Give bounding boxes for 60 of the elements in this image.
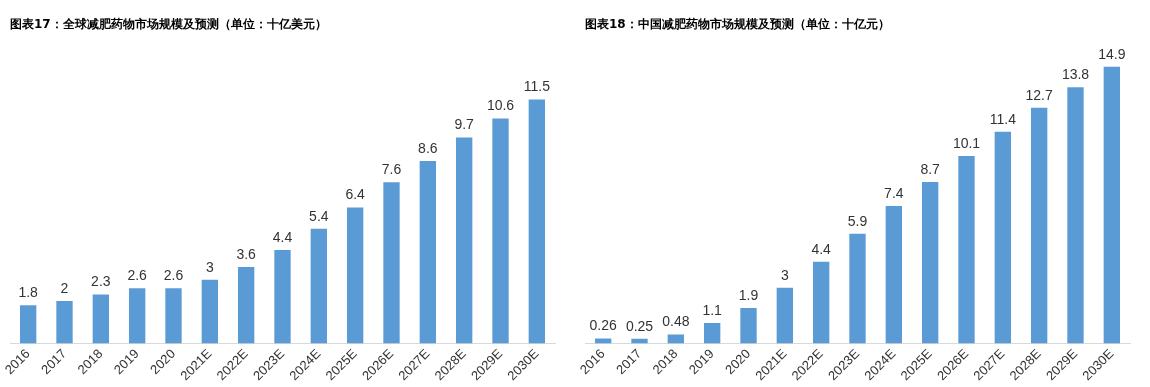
data-label: 2.3: [91, 273, 111, 290]
bar: [921, 181, 939, 344]
bar: [958, 155, 975, 344]
bar: [740, 308, 757, 344]
data-label: 5.9: [847, 212, 868, 229]
bar: [19, 305, 37, 344]
data-label: 12.7: [1025, 86, 1053, 103]
data-label: 4.4: [272, 228, 293, 245]
data-label: 2.6: [127, 267, 148, 284]
data-label: 3: [780, 266, 789, 283]
bar: [237, 267, 255, 344]
bar: [667, 334, 685, 344]
data-label: 10.6: [486, 97, 515, 114]
data-label: 0.26: [589, 317, 617, 334]
bar: [885, 206, 903, 344]
bar: [274, 250, 291, 344]
data-label: 0.48: [662, 313, 690, 330]
data-label: 2.6: [163, 267, 184, 284]
data-label: 8.7: [920, 160, 941, 177]
bar: [703, 322, 721, 344]
data-label: 6.4: [345, 186, 366, 203]
bar: [92, 294, 110, 344]
chart-title: 图表18：中国减肥药物市场规模及预测（单位：十亿元）: [585, 17, 890, 32]
data-label: 10.1: [952, 134, 981, 151]
data-label: 2: [60, 279, 69, 296]
bar: [1103, 66, 1121, 344]
data-label: 0.25: [625, 317, 654, 334]
chart-title: 图表17：全球减肥药物市场规模及预测（单位：十亿美元）: [10, 17, 327, 32]
data-label: 1.9: [738, 286, 759, 303]
bar: [1067, 87, 1084, 344]
bar: [812, 261, 830, 344]
bar: [346, 207, 364, 344]
bar: [419, 160, 437, 344]
data-label: 7.6: [381, 161, 402, 178]
bar: [165, 288, 182, 344]
bar: [128, 288, 146, 344]
bar: [383, 182, 400, 344]
data-label: 5.4: [309, 207, 329, 224]
data-label: 7.4: [884, 184, 904, 201]
bar: [776, 287, 794, 344]
bar: [201, 279, 219, 344]
bar: [849, 233, 866, 344]
bar: [528, 99, 546, 344]
bar: [56, 300, 73, 344]
bar: [994, 131, 1012, 344]
data-label: 1.1: [702, 301, 723, 318]
data-label: 9.7: [454, 116, 475, 133]
data-label: 13.8: [1061, 66, 1090, 83]
bar: [310, 228, 328, 344]
bar: [455, 137, 473, 344]
data-label: 3.6: [236, 245, 257, 262]
bar: [1030, 107, 1048, 344]
data-label: 8.6: [418, 139, 438, 156]
data-label: 14.9: [1098, 45, 1126, 62]
data-label: 4.4: [811, 240, 832, 257]
data-label: 11.5: [523, 78, 551, 95]
data-label: 1.8: [18, 284, 39, 301]
bar: [492, 118, 509, 344]
data-label: 3: [205, 258, 214, 275]
data-label: 11.4: [989, 110, 1017, 127]
